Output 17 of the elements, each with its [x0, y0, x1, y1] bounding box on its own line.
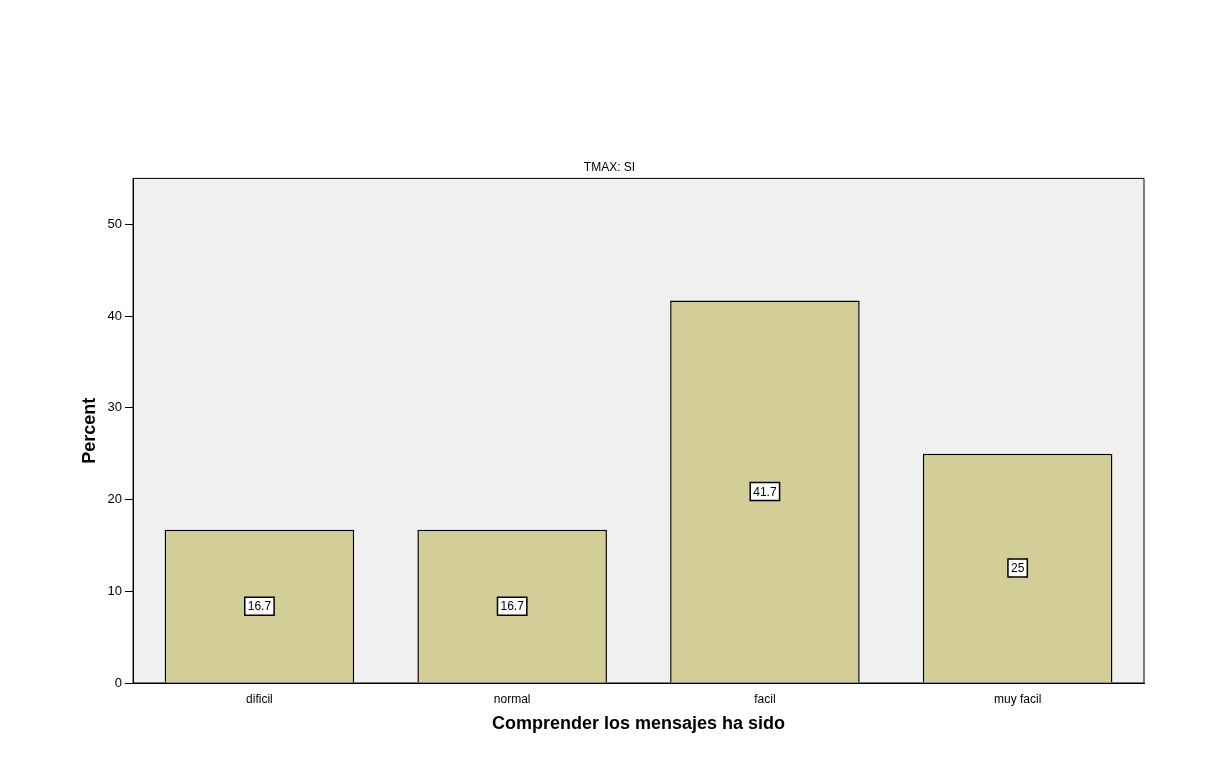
x-tick-label: normal	[493, 691, 531, 706]
y-tick-label: 20	[107, 491, 123, 507]
y-tick-label: 40	[107, 307, 123, 323]
y-axis-title: Percent	[78, 397, 99, 464]
y-tick-label: 0	[114, 674, 123, 690]
x-tick-label: facil	[754, 691, 776, 706]
y-tick-label: 10	[107, 582, 123, 598]
x-axis-title: Comprender los mensajes ha sido	[491, 713, 786, 734]
x-tick-label: dificil	[246, 691, 273, 706]
data-label: 16.7	[247, 599, 272, 614]
data-label: 16.7	[500, 599, 525, 614]
y-tick-label: 30	[107, 399, 123, 415]
data-label: 41.7	[753, 484, 777, 499]
y-tick-label: 50	[107, 215, 123, 231]
chart-title: TMAX: SI	[583, 159, 636, 174]
data-label: 25	[1010, 561, 1025, 576]
x-tick-label: muy facil	[993, 691, 1042, 706]
